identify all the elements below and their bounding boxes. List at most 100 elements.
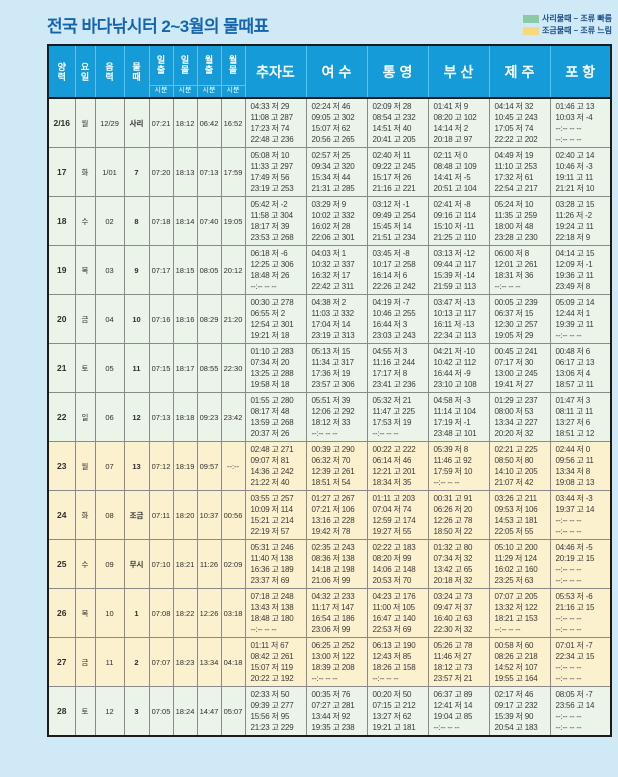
tide-entry: --:-- -- -- (555, 576, 582, 585)
cell-moonset: 00:56 (220, 490, 246, 540)
tide-entry: 11:58 고 304 (250, 211, 294, 220)
tide-entry: 13:34 고 227 (494, 418, 538, 427)
tide-entry: 03:24 고 73 (433, 592, 473, 601)
tide-entry: 15:39 저 -14 (433, 271, 475, 280)
tide-entry: 07:18 고 248 (250, 592, 294, 601)
tide-entry: 19:08 고 13 (555, 478, 595, 487)
cell-tide-chujado: 05:31 고 246 11:40 저 138 16:36 고 189 23:37 저… (244, 539, 307, 589)
legend: 사리물때 – 조류 빠름 조금물때 – 조류 느림 (523, 12, 612, 36)
tide-entry: 02:17 저 46 (494, 690, 534, 699)
tide-entry: 10:45 고 243 (494, 113, 538, 122)
tide-entry: 04:33 저 29 (250, 102, 290, 111)
cell-sunrise: 07:07 (148, 637, 174, 687)
cell-tide-jeju: 07:07 고 205 13:32 저 122 18:21 고 153 --:-- -… (488, 588, 551, 638)
tide-entry: 18:12 저 33 (311, 418, 351, 427)
tide-entry: 15:56 저 95 (250, 712, 290, 721)
tide-entry: 11:26 저 -2 (555, 211, 593, 220)
tide-entry: 13:00 고 245 (494, 369, 538, 378)
tide-entry: 02:22 고 183 (372, 543, 416, 552)
cell-sunset: 18:13 (172, 147, 198, 197)
cell-tide-pohang: 03:44 저 -3 19:37 고 14 --:-- -- -- --:-- -- … (549, 490, 612, 540)
tide-entry: 12:59 고 174 (372, 516, 416, 525)
cell-weekday: 토 (74, 686, 96, 737)
tide-entry: 00:58 저 60 (494, 641, 534, 650)
tide-entry: 07:34 저 32 (433, 554, 473, 563)
tide-entry: 05:39 저 8 (433, 445, 469, 454)
cell-tide-busan: 03:13 저 -12 09:44 고 117 15:39 저 -14 21:59 고… (427, 245, 490, 295)
col-header-tongyeong: 통 영 (366, 44, 429, 99)
tide-entry: 07:04 저 74 (372, 505, 412, 514)
tide-entry: 19:41 저 27 (494, 380, 534, 389)
cell-sunset: 18:16 (172, 294, 198, 344)
tide-entry: 08:36 저 138 (311, 554, 355, 563)
tide-row-19: 19 목 03 9 07:17 18:15 08:05 20:12 06:18 저 -6 12:2… (47, 245, 612, 295)
sub-header-moonrise: 시분 (196, 84, 222, 99)
cell-weekday: 금 (74, 294, 96, 344)
tide-entry: 23:10 고 108 (433, 380, 477, 389)
cell-lunar-date: 06 (94, 392, 125, 442)
tide-entry: 14:18 고 198 (311, 565, 355, 574)
cell-solar-date: 23 (47, 441, 76, 491)
tide-entry: 11:14 고 104 (433, 407, 477, 416)
cell-tide-chujado: 05:42 저 -2 11:58 고 304 18:17 저 39 23:53 고 2… (244, 196, 307, 246)
cell-solar-date: 18 (47, 196, 76, 246)
tide-entry: 00:31 고 91 (433, 494, 473, 503)
tide-entry: 06:26 저 20 (433, 505, 473, 514)
tide-entry: 14:52 저 107 (494, 663, 538, 672)
tide-entry: 15:07 저 119 (250, 663, 294, 672)
tide-entry: 12:39 고 261 (311, 467, 355, 476)
tide-entry: 02:09 저 28 (372, 102, 412, 111)
tide-entry: 21:21 저 10 (555, 184, 595, 193)
cell-tide-pohang: 07:01 저 -7 22:34 고 15 --:-- -- -- --:-- -- … (549, 637, 612, 687)
cell-tide-jeju: 04:49 저 19 11:10 고 253 17:32 저 61 22:54 고 2… (488, 147, 551, 197)
cell-tide-yeosu: 02:35 고 243 08:36 저 138 14:18 고 198 21:06 저… (305, 539, 368, 589)
col-header-yeosu: 여 수 (305, 44, 368, 99)
tide-entry: 09:56 고 11 (555, 456, 594, 465)
cell-tide-pohang: 05:53 저 -6 21:16 고 15 --:-- -- -- --:-- -- … (549, 588, 612, 638)
cell-tide-yeosu: 02:24 저 46 09:05 고 302 15:07 저 62 20:56 고 2… (305, 97, 368, 148)
cell-moonrise: 08:05 (196, 245, 222, 295)
tide-entry: 19:42 저 78 (311, 527, 351, 536)
tide-entry: 16:54 고 186 (311, 614, 355, 623)
tide-entry: 08:54 고 232 (372, 113, 416, 122)
cell-weekday: 월 (74, 441, 96, 491)
tide-entry: --:-- -- -- (433, 478, 460, 487)
tide-entry: 18:26 고 158 (372, 663, 416, 672)
cell-tide-yeosu: 04:03 저 1 10:32 고 337 16:32 저 17 22:42 고 31… (305, 245, 368, 295)
tide-entry: 15:07 저 62 (311, 124, 351, 133)
cell-tide-jeju: 04:14 저 32 10:45 고 243 17:05 저 74 22:22 고 2… (488, 97, 551, 148)
cell-tide-pohang: 02:44 저 0 09:56 고 11 13:34 저 8 19:08 고 13 (549, 441, 612, 491)
tide-entry: 03:29 저 9 (311, 200, 347, 209)
tide-entry: 19:21 저 18 (250, 331, 290, 340)
tide-entry: 02:33 저 50 (250, 690, 290, 699)
cell-lunar-date: 11 (94, 637, 125, 687)
tide-entry: 17:23 저 74 (250, 124, 290, 133)
cell-weekday: 금 (74, 637, 96, 687)
cell-solar-date: 27 (47, 637, 76, 687)
tide-entry: 06:17 고 13 (555, 358, 595, 367)
tide-entry: 09:17 고 232 (494, 701, 538, 710)
cell-tide-chujado: 00:30 고 278 06:55 저 2 12:54 고 301 19:21 저 1… (244, 294, 307, 344)
tide-entry: --:-- -- -- (555, 723, 582, 732)
tide-entry: 02:48 고 271 (250, 445, 294, 454)
cell-tide-tongyeong: 01:11 고 203 07:04 저 74 12:59 고 174 19:27 저 … (366, 490, 429, 540)
tide-entry: --:-- -- -- (555, 527, 582, 536)
cell-tide-chujado: 05:08 저 10 11:33 고 297 17:49 저 56 23:19 고 2… (244, 147, 307, 197)
tide-entry: 17:32 저 61 (494, 173, 534, 182)
tide-entry: 10:13 고 117 (433, 309, 477, 318)
tide-row-27: 27 금 11 2 07:07 18:23 13:34 04:18 01:11 저 67 08:4… (47, 637, 612, 687)
cell-tide-yeosu: 04:32 고 233 11:17 저 147 16:54 고 186 23:06 저… (305, 588, 368, 638)
cell-tide-busan: 04:21 저 -10 10:42 고 112 16:44 저 -9 23:10 고 … (427, 343, 490, 393)
tide-entry: 19:21 고 181 (372, 723, 416, 732)
tide-row-26: 26 목 10 1 07:08 18:22 12:26 03:18 07:18 고 248 13:… (47, 588, 612, 638)
tide-entry: 21:22 저 40 (250, 478, 290, 487)
tide-entry: 22:34 고 113 (433, 331, 477, 340)
tide-entry: 02:21 고 225 (494, 445, 538, 454)
cell-tide-jeju: 02:21 고 225 08:50 저 80 14:10 고 205 21:07 저 … (488, 441, 551, 491)
cell-tide-tongyeong: 00:22 고 222 06:14 저 46 12:21 고 201 18:34 저 … (366, 441, 429, 491)
cell-lunar-date: 12 (94, 686, 125, 737)
tide-entry: 10:42 고 112 (433, 358, 477, 367)
cell-tide-jeju: 03:26 고 211 09:53 저 106 14:53 고 181 22:05 저… (488, 490, 551, 540)
tide-entry: 17:36 저 19 (311, 369, 351, 378)
tide-entry: 21:59 고 113 (433, 282, 477, 291)
